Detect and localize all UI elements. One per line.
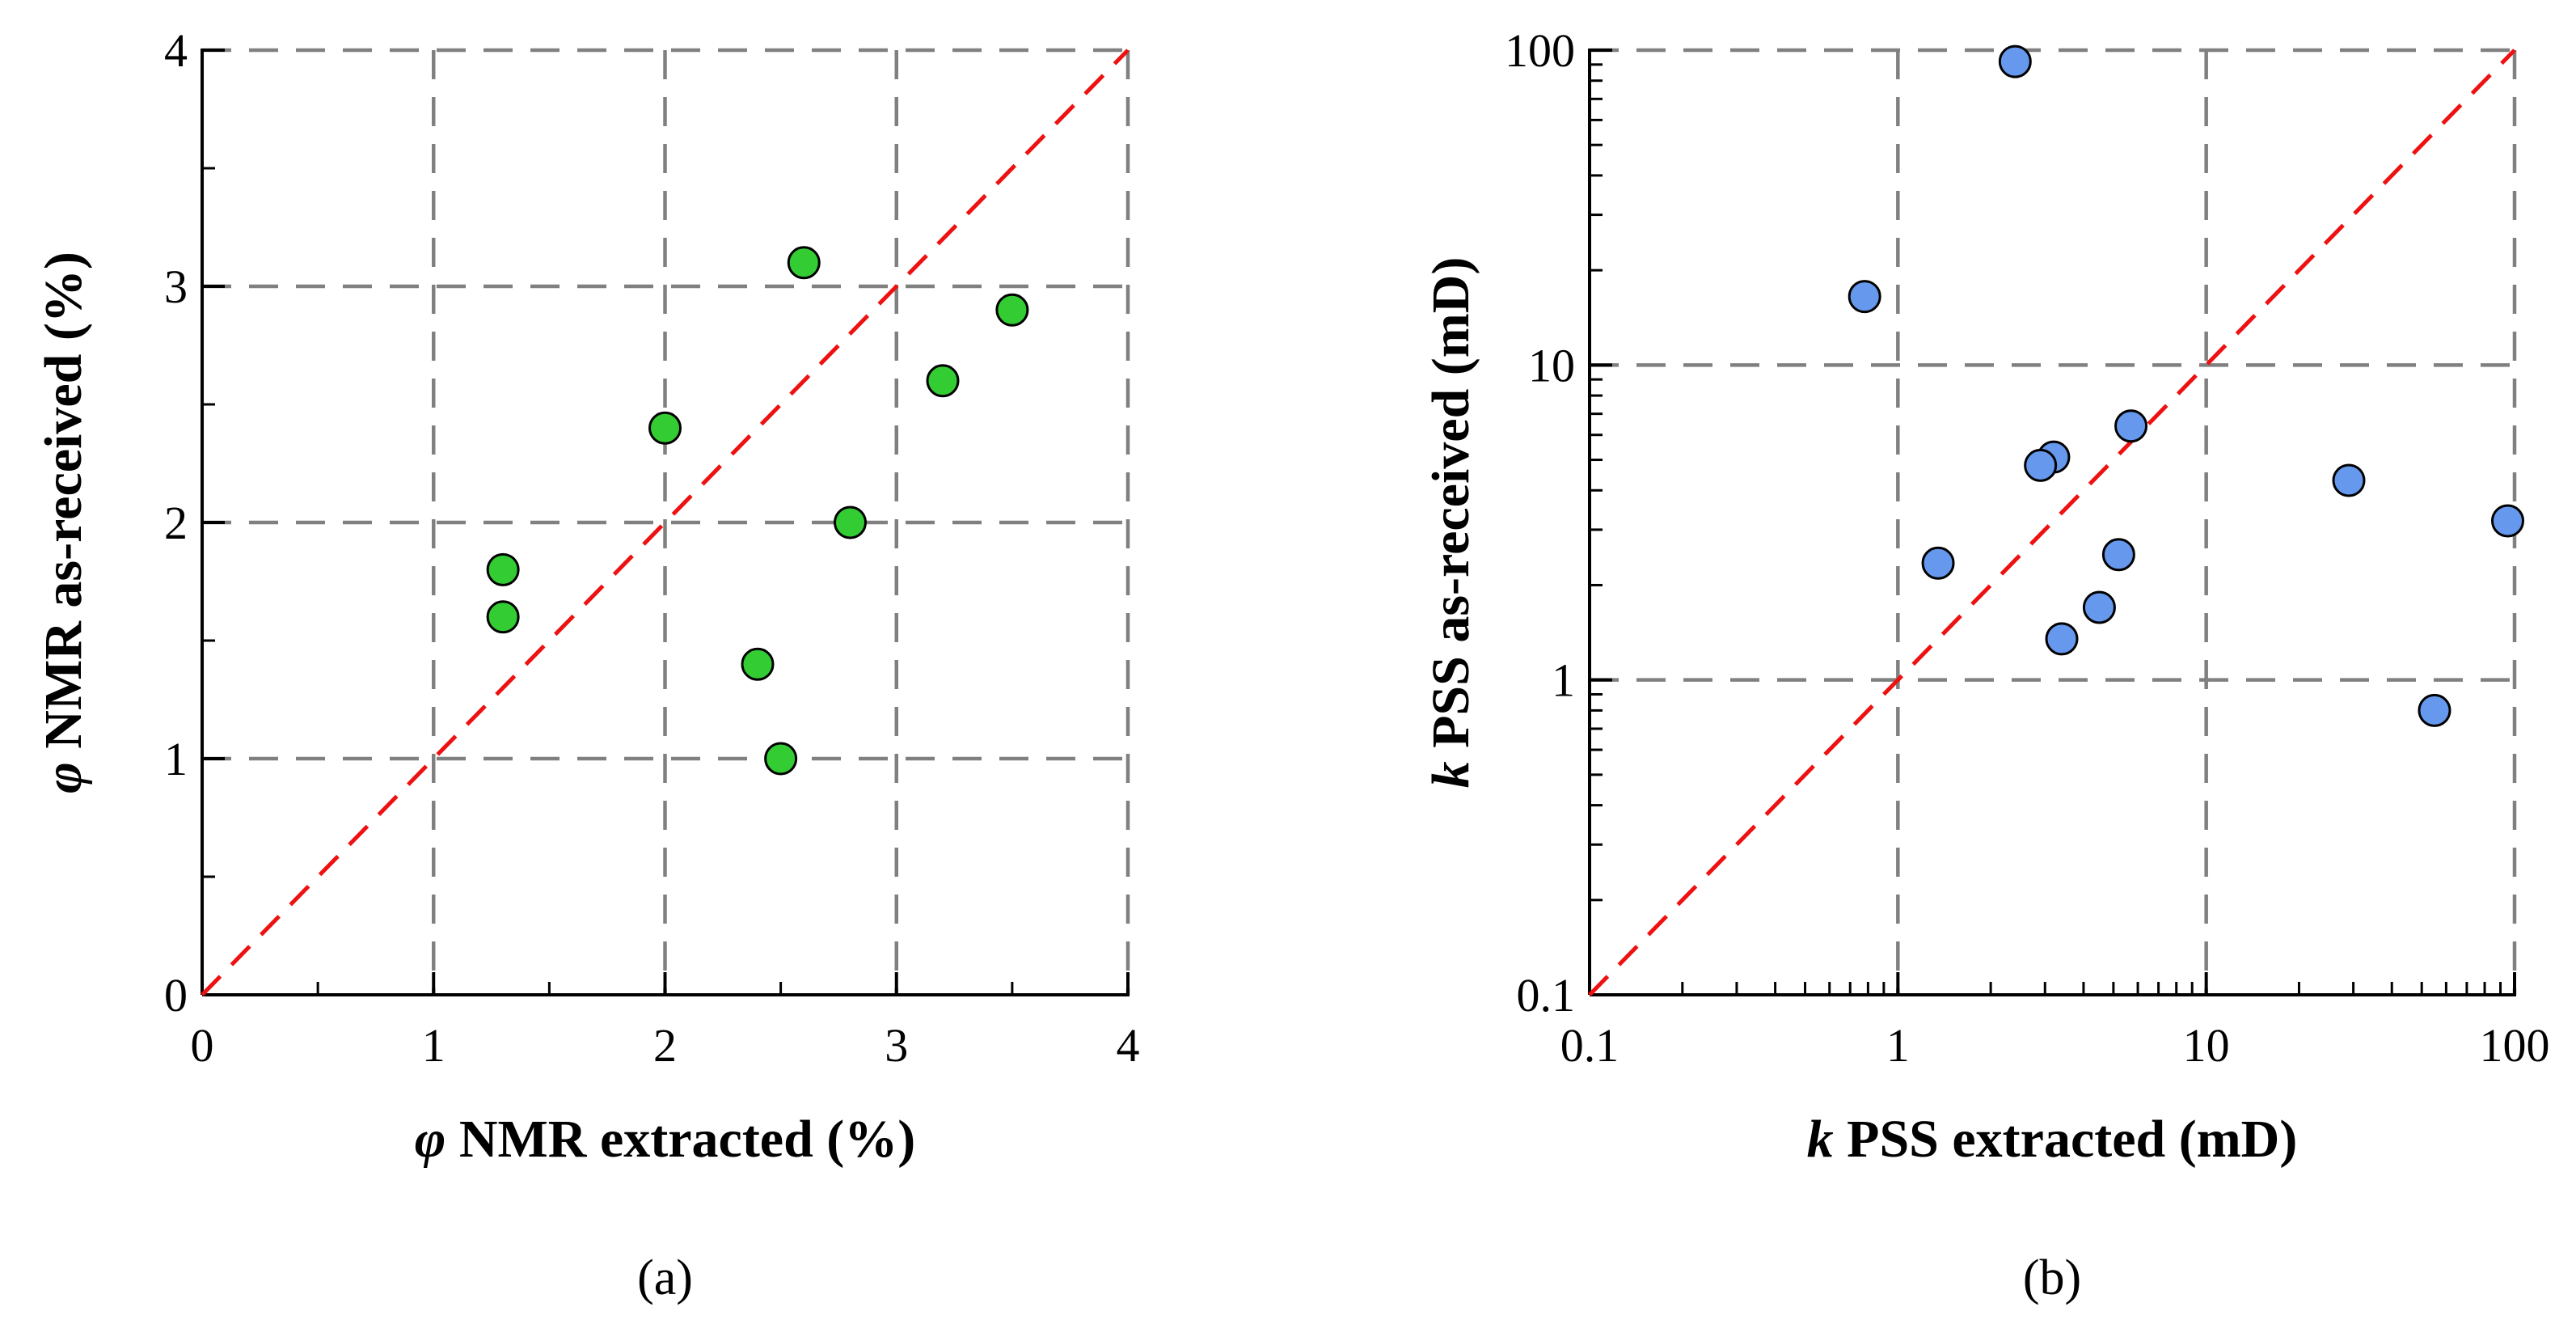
data-point	[1998, 44, 2032, 78]
chart-panel-b: 0.1 1 10 100 0.1 1 10 100 k PSS extracted (mD) k …	[1421, 24, 2550, 1305]
y-tick-label: 100	[1505, 24, 1575, 77]
data-point	[1848, 280, 1881, 314]
data-point	[2114, 409, 2148, 443]
x-tick-label: 1	[1886, 1019, 1910, 1072]
data-point	[764, 742, 798, 776]
data-point	[2332, 463, 2366, 497]
x-tick-label: 1	[422, 1019, 446, 1072]
y-axis-title: k PSS as-received (mD)	[1421, 257, 1480, 789]
x-tick-label: 10	[2183, 1019, 2230, 1072]
y-tick-label: 4	[164, 24, 188, 77]
chart-panel-a: 0 1 2 3 4 0 1 2 3 4 φ NMR extracted (%) φ NMR as-re…	[34, 24, 1140, 1305]
x-tick-label: 2	[653, 1019, 677, 1072]
y-tick-label: 2	[164, 497, 188, 549]
data-point	[2045, 622, 2079, 656]
y-tick-label: 0.1	[1517, 969, 1576, 1022]
x-tick-label: 3	[885, 1019, 908, 1072]
y-axis-title: φ NMR as-received (%)	[34, 252, 93, 793]
data-point	[834, 505, 867, 539]
data-point	[926, 364, 960, 398]
x-tick-label: 100	[2480, 1019, 2550, 1072]
reference-line-identity	[201, 49, 1130, 996]
y-tick-label: 0	[164, 969, 188, 1022]
y-tick-label: 3	[164, 260, 188, 313]
data-point	[2101, 538, 2135, 572]
data-point	[1921, 546, 1955, 580]
data-point	[741, 647, 775, 681]
data-point	[2082, 590, 2116, 624]
x-tick-label: 0.1	[1560, 1019, 1620, 1072]
x-axis-title: k PSS extracted (mD)	[1807, 1110, 2298, 1169]
data-point	[2418, 693, 2451, 727]
data-point	[648, 411, 682, 445]
y-tick-label: 1	[1552, 654, 1575, 707]
data-point	[2024, 448, 2058, 482]
data-point	[995, 293, 1029, 327]
panel-label: (b)	[2023, 1250, 2081, 1305]
data-point	[486, 600, 520, 634]
x-tick-label: 0	[191, 1019, 214, 1072]
x-axis-title: φ NMR extracted (%)	[415, 1110, 916, 1169]
x-tick-label: 4	[1117, 1019, 1140, 1072]
data-point	[787, 246, 821, 280]
panel-label: (a)	[637, 1250, 693, 1305]
y-tick-label: 10	[1528, 339, 1575, 391]
data-point	[2491, 504, 2525, 538]
y-tick-label: 1	[164, 733, 188, 785]
reference-line-identity	[1588, 49, 2516, 996]
data-point	[486, 552, 520, 586]
